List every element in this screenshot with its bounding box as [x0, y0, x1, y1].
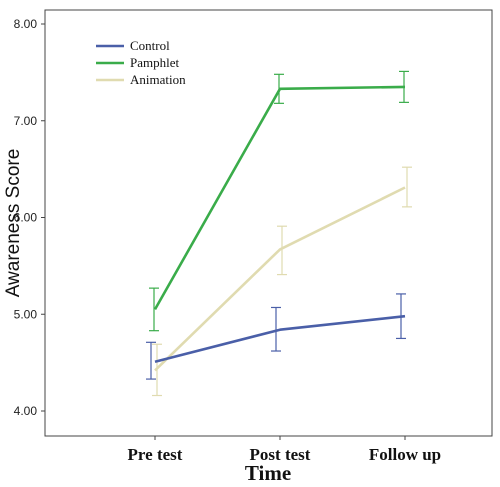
- y-tick-label: 8.00: [14, 17, 38, 31]
- x-tick-label: Post test: [250, 445, 311, 464]
- y-tick-label: 6.00: [14, 211, 38, 225]
- series-animation: [152, 166, 412, 397]
- y-tick-label: 7.00: [14, 114, 38, 128]
- x-axis-ticks: Pre test Post test Follow up: [128, 436, 441, 464]
- x-axis-title: Time: [245, 461, 291, 485]
- legend-label-pamphlet: Pamphlet: [130, 55, 179, 70]
- error-bar-animation: [402, 166, 412, 208]
- legend: Control Pamphlet Animation: [88, 36, 218, 88]
- series-control: [146, 293, 406, 380]
- series-layer: [146, 70, 412, 397]
- plot-frame: [44, 9, 493, 437]
- series-line-pamphlet: [153, 85, 406, 311]
- series-line-control: [154, 314, 406, 363]
- error-bar-control: [271, 306, 281, 352]
- y-axis-title: Awareness Score: [3, 149, 24, 298]
- x-tick-label: Pre test: [128, 445, 183, 464]
- error-bar-pamphlet: [149, 287, 159, 332]
- y-tick-label: 4.00: [14, 404, 38, 418]
- series-line-animation: [154, 186, 406, 372]
- legend-label-control: Control: [130, 38, 170, 53]
- y-tick-label: 5.00: [14, 307, 38, 321]
- error-bar-control: [146, 341, 156, 380]
- error-bar-animation: [277, 225, 287, 276]
- x-tick-label: Follow up: [369, 445, 441, 464]
- y-axis-ticks: 4.00 5.00 6.00 7.00 8.00: [14, 17, 45, 418]
- legend-label-animation: Animation: [130, 72, 186, 87]
- series-pamphlet: [149, 70, 409, 332]
